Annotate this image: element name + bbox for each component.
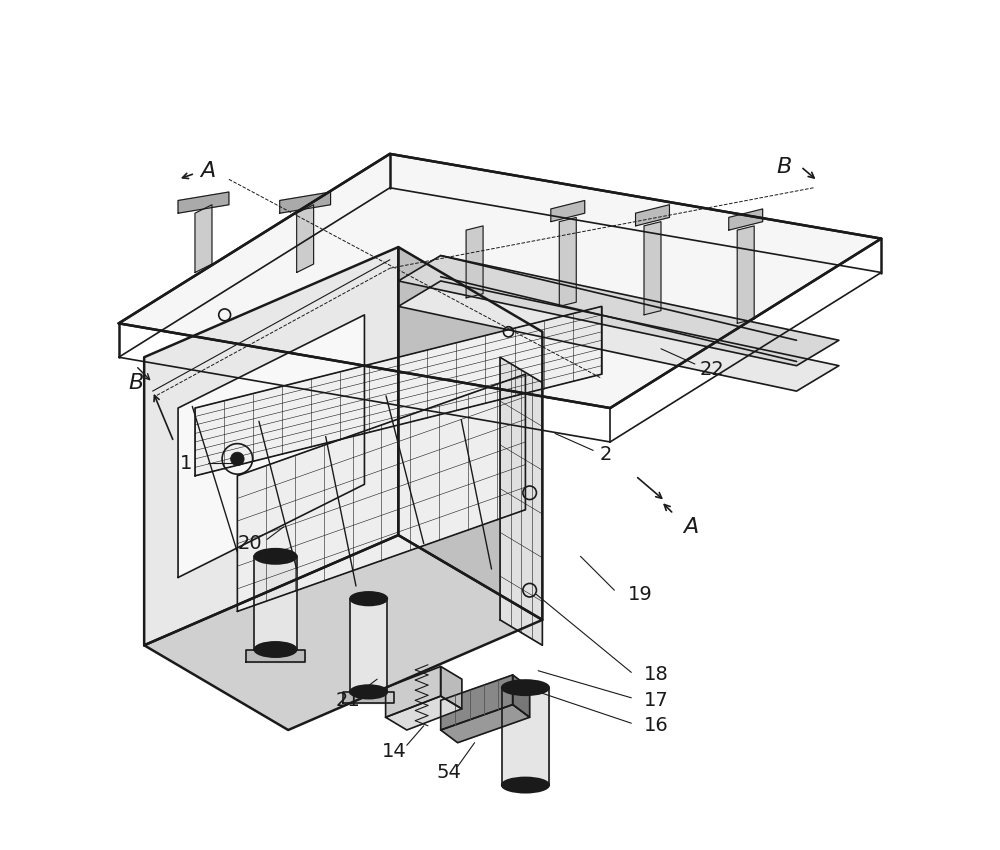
Text: B: B: [776, 156, 791, 177]
Polygon shape: [441, 705, 530, 743]
Text: 17: 17: [644, 691, 669, 710]
Text: 19: 19: [627, 585, 652, 604]
Polygon shape: [441, 666, 462, 709]
Polygon shape: [343, 692, 394, 703]
Text: 20: 20: [238, 534, 262, 553]
Polygon shape: [386, 666, 441, 717]
Ellipse shape: [350, 592, 387, 605]
Polygon shape: [144, 536, 542, 730]
Text: 1: 1: [180, 454, 193, 473]
Text: A: A: [200, 161, 215, 181]
Polygon shape: [551, 201, 585, 222]
Polygon shape: [398, 281, 839, 391]
Polygon shape: [466, 226, 483, 298]
Polygon shape: [246, 649, 305, 662]
Polygon shape: [178, 192, 229, 213]
Ellipse shape: [350, 685, 387, 699]
Text: 21: 21: [335, 691, 360, 710]
Polygon shape: [559, 218, 576, 306]
Polygon shape: [513, 675, 530, 717]
Polygon shape: [737, 226, 754, 323]
Polygon shape: [729, 209, 763, 230]
Text: B: B: [128, 372, 143, 393]
Polygon shape: [386, 696, 462, 730]
Polygon shape: [636, 205, 669, 226]
Polygon shape: [178, 314, 364, 577]
Polygon shape: [441, 675, 513, 730]
Text: 16: 16: [644, 717, 669, 735]
Polygon shape: [644, 222, 661, 314]
Ellipse shape: [502, 680, 549, 695]
Polygon shape: [398, 256, 839, 366]
Polygon shape: [195, 306, 602, 476]
Polygon shape: [350, 598, 387, 692]
Polygon shape: [280, 192, 331, 213]
Polygon shape: [502, 688, 549, 785]
Polygon shape: [297, 205, 314, 273]
Ellipse shape: [254, 549, 297, 564]
Text: 54: 54: [437, 762, 462, 782]
Polygon shape: [398, 247, 542, 620]
Text: 18: 18: [644, 666, 669, 684]
Polygon shape: [254, 556, 297, 649]
Text: 22: 22: [699, 360, 724, 379]
Polygon shape: [119, 154, 881, 408]
Text: 2: 2: [600, 445, 612, 464]
Ellipse shape: [254, 642, 297, 657]
Text: 14: 14: [382, 742, 406, 761]
Polygon shape: [144, 247, 398, 645]
Polygon shape: [237, 374, 525, 611]
Text: A: A: [683, 517, 698, 536]
Ellipse shape: [502, 778, 549, 793]
Polygon shape: [195, 205, 212, 273]
Polygon shape: [500, 357, 542, 645]
Circle shape: [231, 452, 244, 466]
